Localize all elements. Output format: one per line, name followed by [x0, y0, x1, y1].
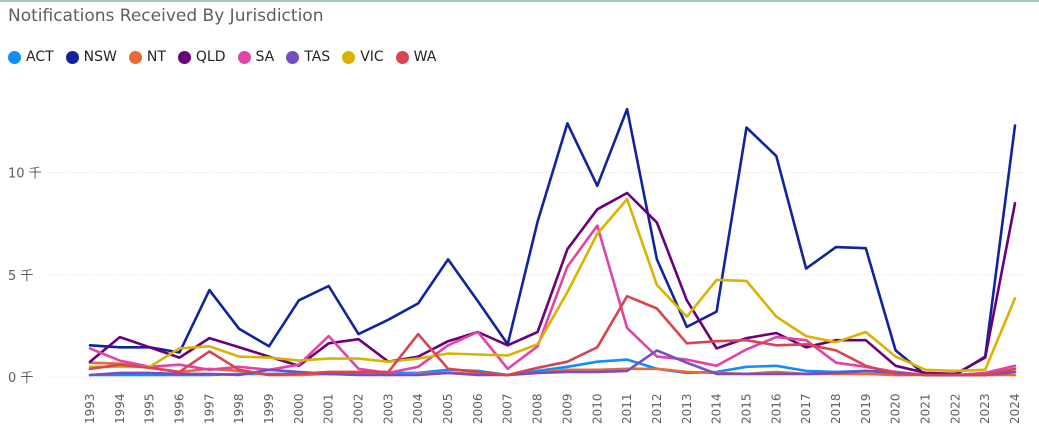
series-line-vic [88, 197, 1017, 373]
legend-item-tas[interactable]: TAS [286, 49, 330, 65]
x-tick-label: 2014 [710, 393, 724, 424]
x-tick-label: 1998 [232, 393, 246, 424]
y-tick-label: 5 千 [8, 269, 33, 284]
x-tick-label: 1997 [202, 393, 216, 424]
x-tick-label: 1999 [262, 393, 276, 424]
x-tick-label: 2013 [680, 393, 694, 424]
x-tick-label: 1994 [113, 393, 127, 424]
x-tick-label: 2023 [978, 393, 992, 424]
legend-label: ACT [26, 49, 54, 65]
series-line-qld [88, 191, 1017, 376]
legend-label: NT [146, 49, 166, 65]
x-tick-label: 2019 [859, 393, 873, 424]
x-tick-label: 2015 [739, 393, 753, 424]
top-accent-line [0, 0, 1039, 2]
x-tick-label: 2020 [889, 393, 903, 424]
legend-label: NSW [83, 49, 117, 65]
x-tick-label: 2002 [352, 393, 366, 424]
x-tick-label: 2012 [650, 393, 664, 424]
x-tick-label: 2011 [620, 393, 634, 424]
x-tick-label: 2021 [918, 393, 932, 424]
x-tick-label: 2003 [381, 393, 395, 424]
legend-item-sa[interactable]: SA [237, 49, 275, 65]
x-tick-label: 2007 [501, 393, 515, 424]
x-tick-label: 2009 [560, 393, 574, 424]
legend-item-nsw[interactable]: NSW [65, 49, 117, 65]
legend-marker-icon [177, 50, 191, 64]
legend-marker-icon [237, 50, 251, 64]
legend-marker-icon [342, 50, 356, 64]
series-line-sa [88, 224, 1017, 377]
x-tick-label: 2000 [292, 393, 306, 424]
legend-marker-icon [286, 50, 300, 64]
legend-item-act[interactable]: ACT [8, 49, 54, 65]
x-tick-label: 2001 [322, 393, 336, 424]
legend-item-nt[interactable]: NT [128, 49, 166, 65]
x-tick-label: 2017 [799, 393, 813, 424]
legend-label: WA [413, 49, 437, 65]
x-tick-label: 2006 [471, 393, 485, 424]
series-line-tas [88, 349, 1017, 377]
chart-title: Notifications Received By Jurisdiction [8, 6, 324, 26]
x-tick-label: 2016 [769, 393, 783, 424]
legend-label: VIC [360, 49, 384, 65]
y-tick-label: 0 千 [8, 371, 33, 386]
legend-marker-icon [395, 50, 409, 64]
legend-label: SA [255, 49, 275, 65]
x-tick-label: 2005 [441, 393, 455, 424]
chart-legend: ACT NSW NT QLD SA TAS VIC WA [8, 47, 448, 67]
x-tick-label: 1993 [83, 393, 97, 424]
legend-item-vic[interactable]: VIC [342, 49, 384, 65]
x-tick-label: 2018 [829, 393, 843, 424]
legend-marker-icon [65, 50, 79, 64]
series-line-nsw [88, 107, 1017, 377]
x-tick-label: 1995 [143, 393, 157, 424]
legend-marker-icon [128, 50, 142, 64]
x-tick-label: 2010 [590, 393, 604, 424]
x-tick-label: 2022 [948, 393, 962, 424]
y-tick-label: 10 千 [8, 167, 42, 182]
legend-item-wa[interactable]: WA [395, 49, 437, 65]
x-tick-label: 1996 [173, 393, 187, 424]
x-tick-label: 2004 [411, 393, 425, 424]
x-tick-label: 2008 [531, 393, 545, 424]
series-line-wa [88, 294, 1017, 377]
legend-marker-icon [8, 50, 21, 64]
legend-label: QLD [195, 49, 226, 65]
legend-label: TAS [304, 49, 331, 65]
x-tick-label: 2024 [1008, 393, 1022, 424]
legend-item-qld[interactable]: QLD [177, 49, 226, 65]
